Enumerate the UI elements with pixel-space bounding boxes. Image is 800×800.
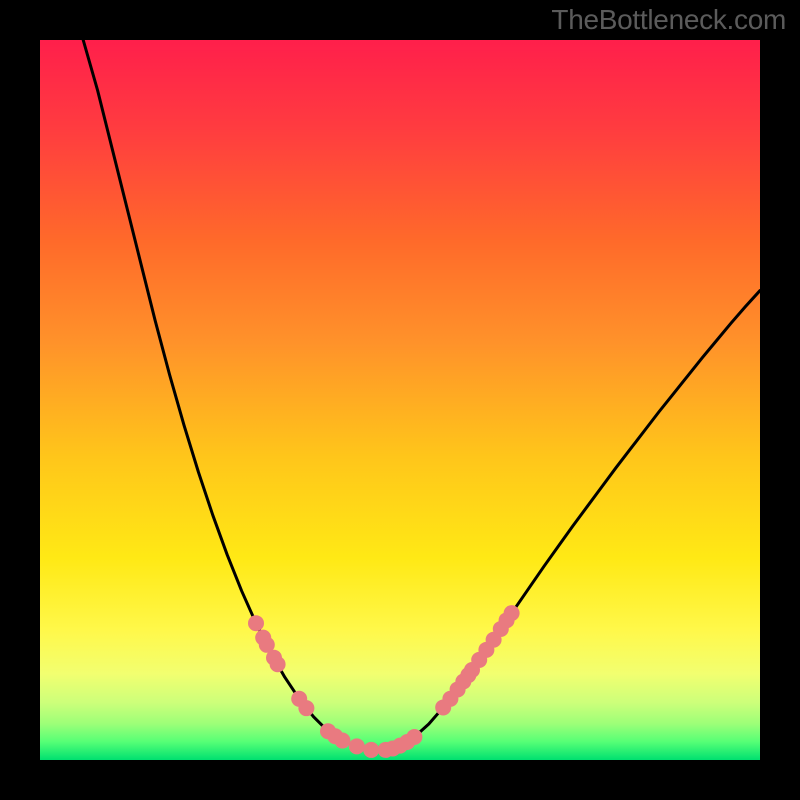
- plot-background: [40, 40, 760, 760]
- data-marker: [248, 615, 264, 631]
- watermark-text: TheBottleneck.com: [551, 4, 786, 36]
- data-marker: [406, 729, 422, 745]
- bottleneck-chart: [0, 0, 800, 800]
- data-marker: [349, 738, 365, 754]
- data-marker: [270, 656, 286, 672]
- data-marker: [363, 742, 379, 758]
- data-marker: [298, 700, 314, 716]
- data-marker: [504, 605, 520, 621]
- data-marker: [334, 733, 350, 749]
